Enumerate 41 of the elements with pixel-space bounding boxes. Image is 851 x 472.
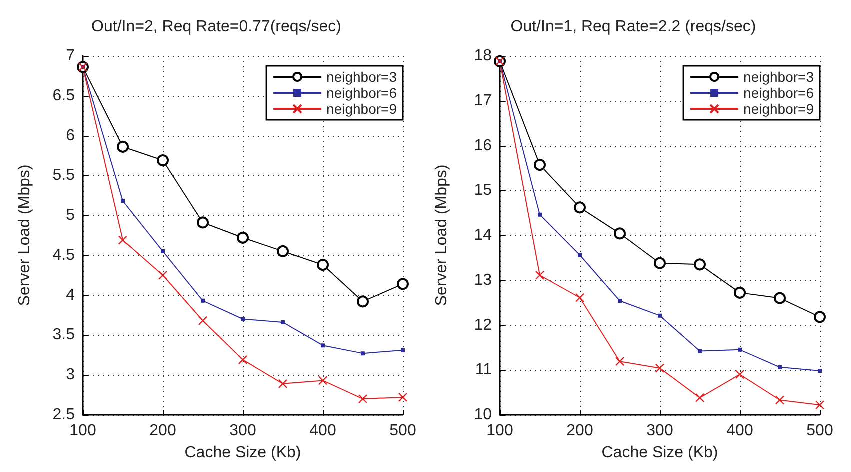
y-tick-label: 14 bbox=[474, 227, 492, 244]
y-tick-label: 4 bbox=[66, 286, 76, 304]
legend-label: neighbor=3 bbox=[744, 69, 814, 85]
y-tick-label: 3.5 bbox=[52, 326, 76, 344]
legend-label: neighbor=3 bbox=[326, 69, 398, 85]
y-tick-label: 18 bbox=[474, 48, 492, 64]
x-axis-title: Cache Size (Kb) bbox=[184, 444, 302, 462]
y-tick-label: 5 bbox=[66, 207, 76, 224]
legend-label: neighbor=6 bbox=[326, 85, 398, 101]
x-tick-label: 100 bbox=[486, 422, 514, 440]
y-tick-label: 6.5 bbox=[52, 87, 76, 104]
x-axis-title: Cache Size (Kb) bbox=[602, 444, 718, 462]
legend-label: neighbor=6 bbox=[744, 85, 814, 101]
y-tick-label: 17 bbox=[474, 92, 492, 110]
y-tick-label: 7 bbox=[66, 48, 76, 64]
y-tick-label: 2.5 bbox=[52, 406, 76, 424]
legend-label: neighbor=9 bbox=[326, 101, 398, 117]
x-tick-label: 300 bbox=[230, 422, 256, 440]
y-tick-label: 11 bbox=[475, 362, 492, 379]
y-tick-label: 4.5 bbox=[52, 246, 76, 264]
x-tick-label: 500 bbox=[390, 422, 416, 440]
x-tick-label: 200 bbox=[150, 422, 176, 440]
y-tick-label: 6 bbox=[66, 127, 76, 144]
chart-title: Out/In=2, Req Rate=0.77(reqs/sec) bbox=[92, 18, 342, 36]
y-tick-label: 16 bbox=[474, 137, 492, 154]
y-tick-label: 3 bbox=[66, 366, 76, 384]
y-tick-label: 15 bbox=[474, 182, 492, 200]
x-tick-label: 300 bbox=[646, 422, 674, 440]
x-tick-label: 400 bbox=[310, 422, 336, 440]
y-tick-label: 10 bbox=[474, 406, 492, 424]
x-tick-label: 100 bbox=[70, 422, 96, 440]
y-axis-title: Server Load (Mbps) bbox=[434, 164, 450, 306]
chart-title: Out/In=1, Req Rate=2.2 (reqs/sec) bbox=[510, 18, 756, 36]
x-tick-label: 400 bbox=[726, 422, 754, 440]
legend-label: neighbor=9 bbox=[744, 101, 814, 117]
y-axis-title: Server Load (Mbps) bbox=[16, 164, 34, 306]
x-tick-label: 500 bbox=[806, 422, 834, 440]
y-tick-label: 13 bbox=[474, 272, 492, 289]
y-tick-label: 5.5 bbox=[52, 167, 76, 184]
x-tick-label: 200 bbox=[566, 422, 594, 440]
y-tick-label: 12 bbox=[474, 316, 492, 334]
